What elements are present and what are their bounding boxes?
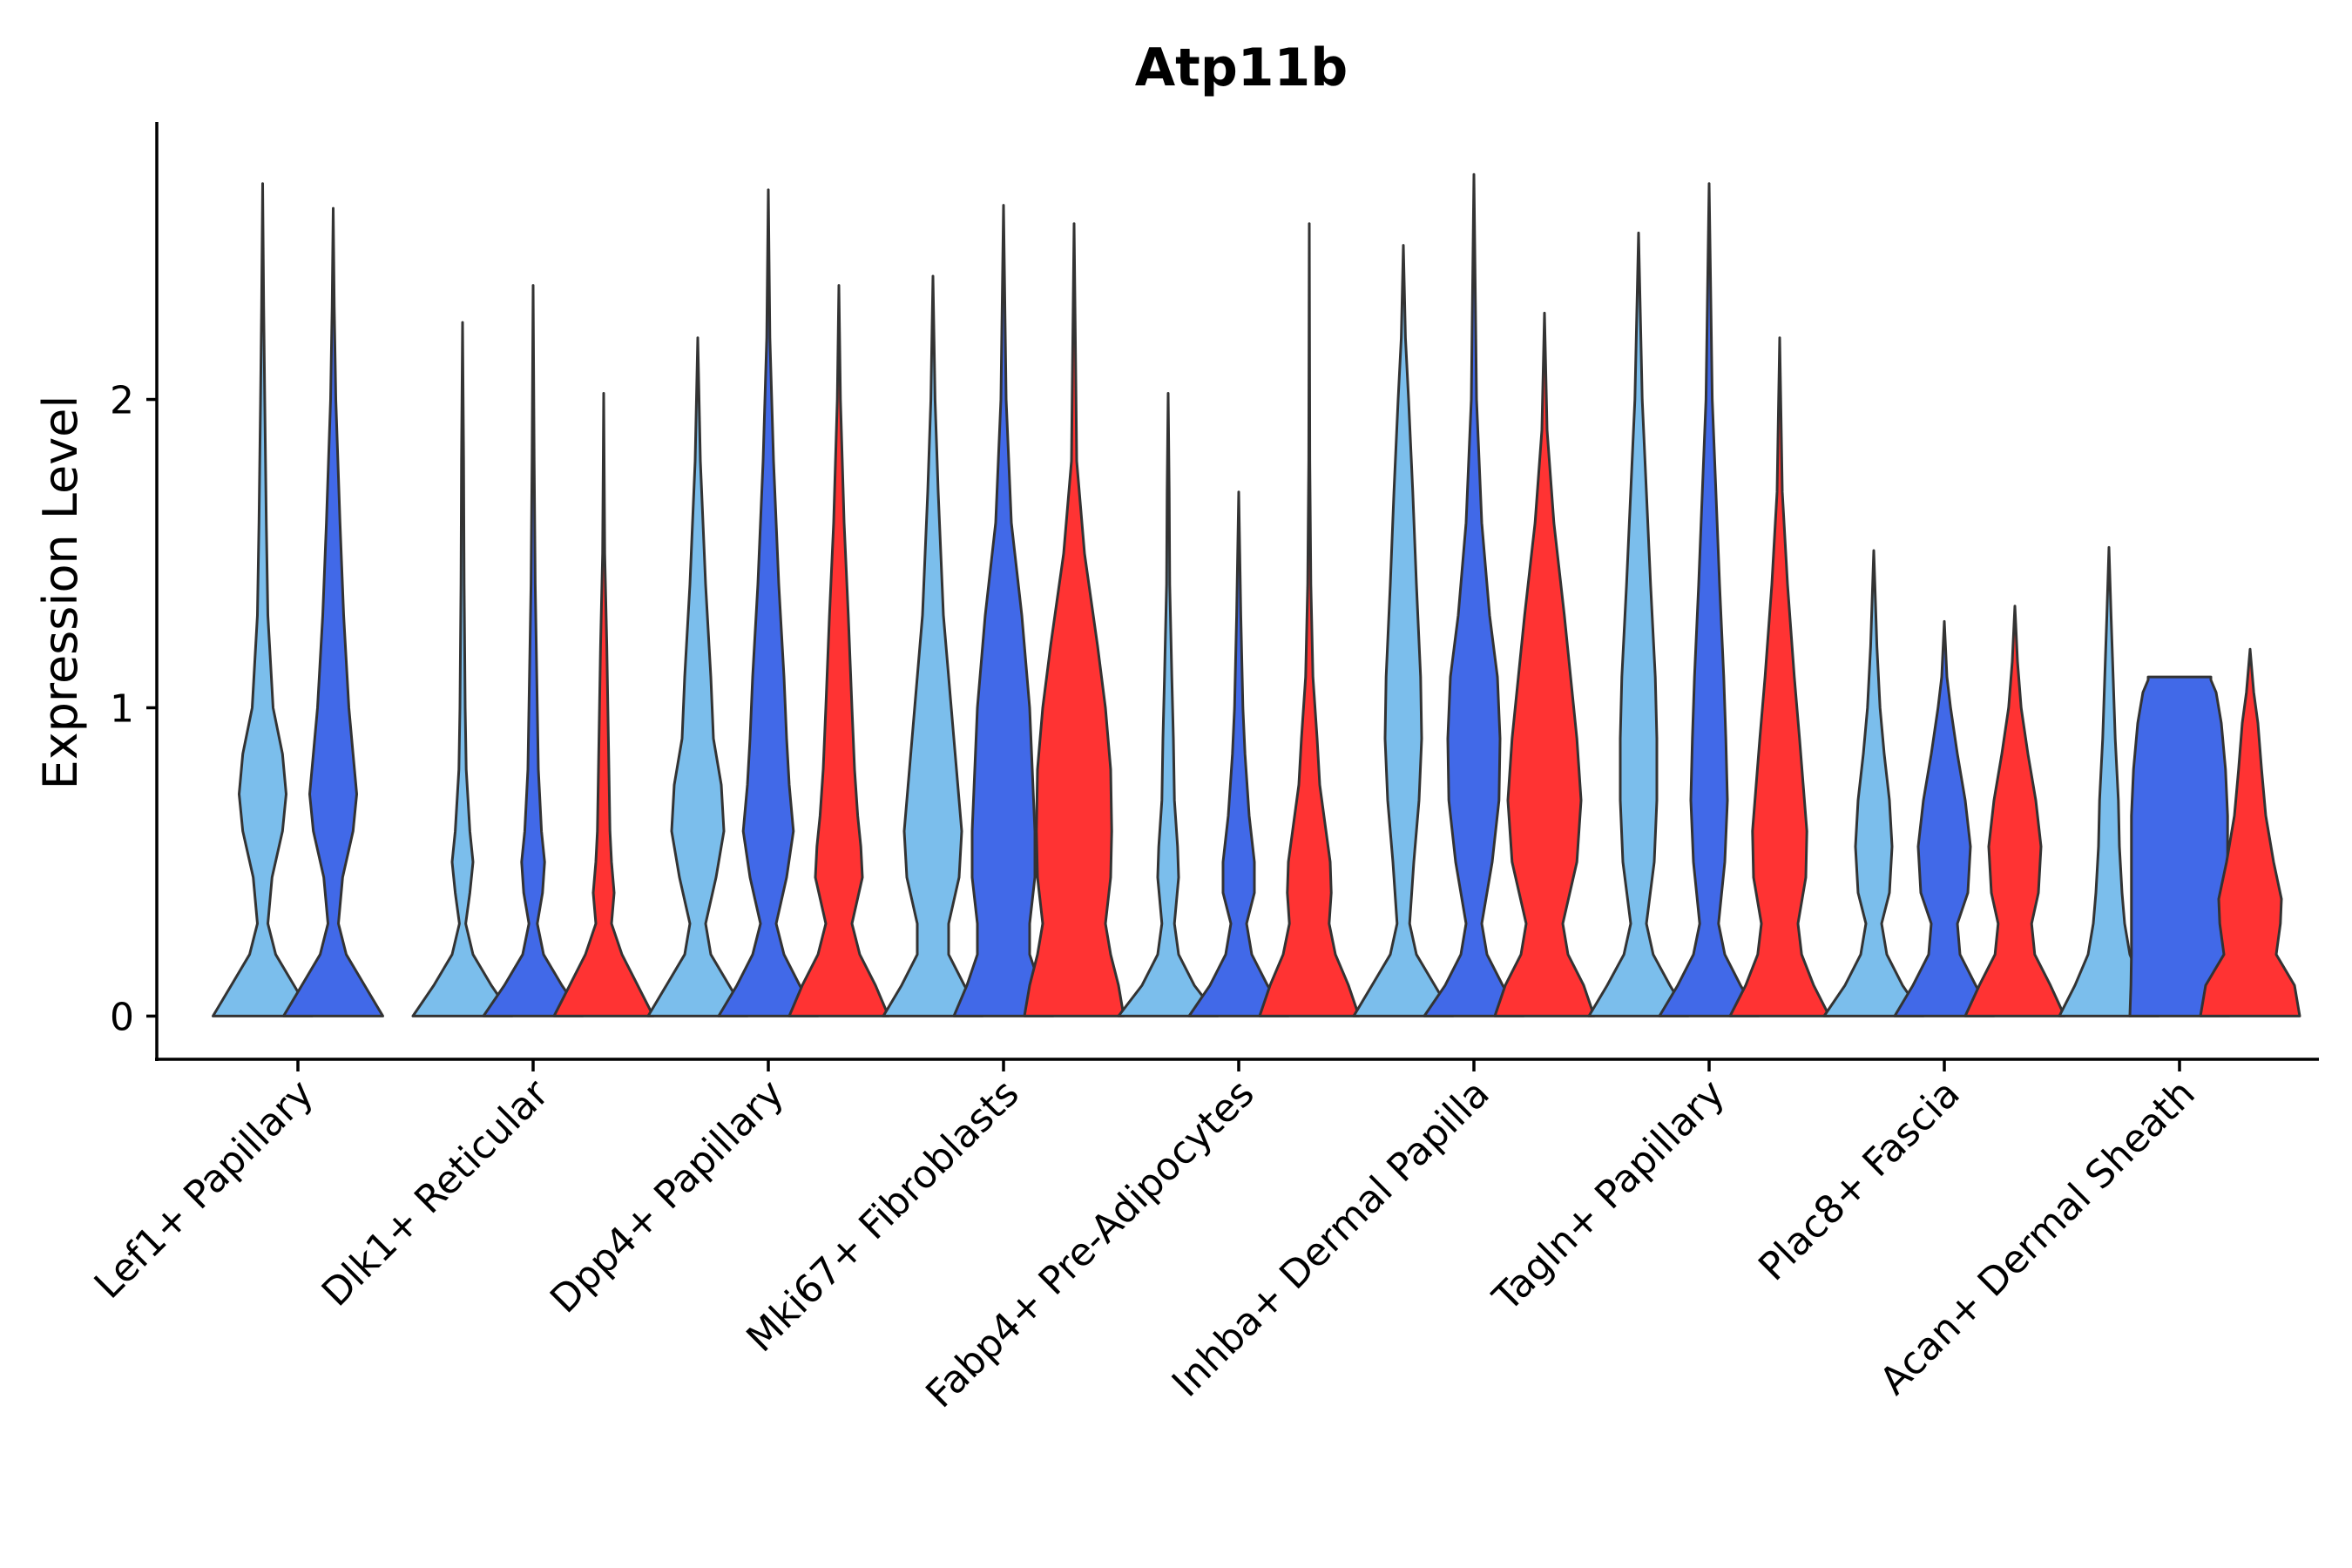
violin-5-group2 xyxy=(1187,490,1290,1017)
violin-3-group3 xyxy=(787,284,890,1017)
violin-5-group3 xyxy=(1258,222,1361,1017)
violin-8-group2 xyxy=(1893,619,1996,1017)
violin-9-group2 xyxy=(2128,675,2231,1017)
violin-1-group2 xyxy=(282,206,384,1017)
y-ticks: 0 1 2 xyxy=(110,379,157,1039)
y-axis-label: Expression Level xyxy=(33,395,88,790)
violin-2-group3 xyxy=(552,392,655,1017)
chart-title: Atp11b xyxy=(1135,37,1348,98)
x-tick-label-7: Tagln+ Papillary xyxy=(1484,1071,1734,1321)
violin-8-group1 xyxy=(1822,549,1925,1017)
violin-6-group1 xyxy=(1352,244,1455,1017)
violin-7-group3 xyxy=(1728,336,1831,1017)
violin-3-group2 xyxy=(717,188,820,1017)
violin-5-group1 xyxy=(1117,392,1220,1017)
y-tick-label-1: 1 xyxy=(110,687,134,732)
violin-2-group2 xyxy=(482,284,585,1017)
violin-7-group2 xyxy=(1658,182,1761,1017)
x-tick-label-8: Plac8+ Fascia xyxy=(1750,1071,1969,1290)
x-tick-label-1: Lef1+ Papillary xyxy=(86,1071,322,1308)
violin-1-group1 xyxy=(212,182,314,1017)
violin-4-group1 xyxy=(882,274,984,1017)
violin-9-group3 xyxy=(2199,647,2301,1017)
violin-9-group1 xyxy=(2058,545,2160,1017)
violin-6-group3 xyxy=(1493,311,1596,1017)
violin-4-group3 xyxy=(1023,222,1125,1017)
violins-group xyxy=(212,172,2301,1017)
y-tick-label-0: 0 xyxy=(110,995,134,1039)
x-tick-label-3: Dpp4+ Papillary xyxy=(542,1071,793,1322)
violin-2-group1 xyxy=(411,321,514,1017)
violin-6-group2 xyxy=(1423,172,1525,1017)
y-tick-label-2: 2 xyxy=(110,379,134,423)
violin-8-group3 xyxy=(1963,605,2066,1017)
violin-4-group2 xyxy=(952,204,1055,1017)
violin-3-group1 xyxy=(646,336,749,1017)
axes xyxy=(155,122,2319,1061)
violin-7-group1 xyxy=(1587,231,1690,1017)
x-tick-label-2: Dlk1+ Reticular xyxy=(314,1071,558,1315)
